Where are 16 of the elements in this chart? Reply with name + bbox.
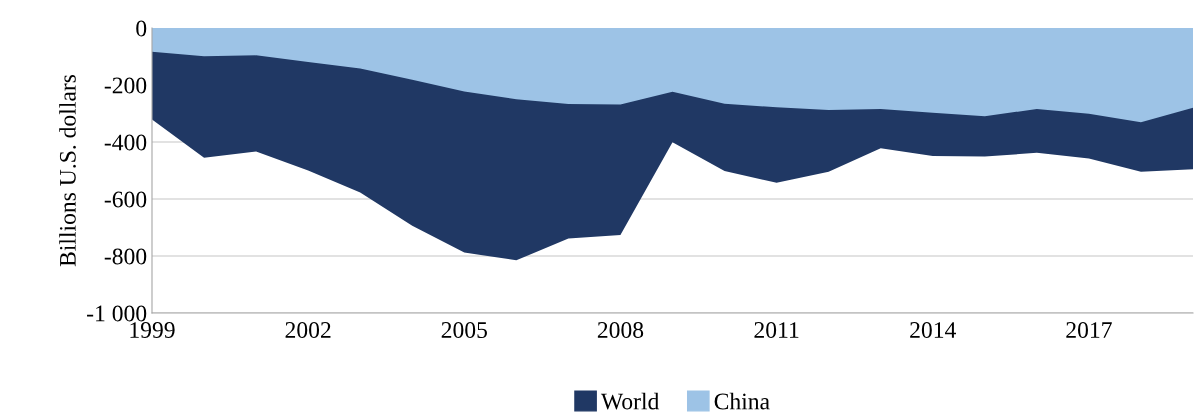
y-tick-label: -800	[104, 248, 147, 265]
y-tick-label: -200	[104, 77, 147, 94]
x-tick-label: 2014	[910, 322, 956, 338]
x-tick-label: 2011	[754, 322, 799, 338]
y-tick-label: -400	[104, 134, 147, 151]
x-tick-label: 2002	[285, 322, 331, 338]
x-tick-label: 2008	[597, 322, 644, 338]
y-tick-label: -600	[104, 191, 147, 208]
legend-label: China	[714, 392, 770, 410]
y-axis-title: Billions U.S. dollars	[59, 74, 76, 267]
x-tick-label: 2017	[1066, 322, 1112, 338]
y-tick-label: -1 000	[87, 305, 147, 322]
y-tick-label: 0	[136, 20, 147, 37]
x-tick-label: 1999	[130, 322, 175, 338]
x-tick-label: 2005	[441, 322, 487, 338]
legend-label: World	[600, 392, 660, 410]
